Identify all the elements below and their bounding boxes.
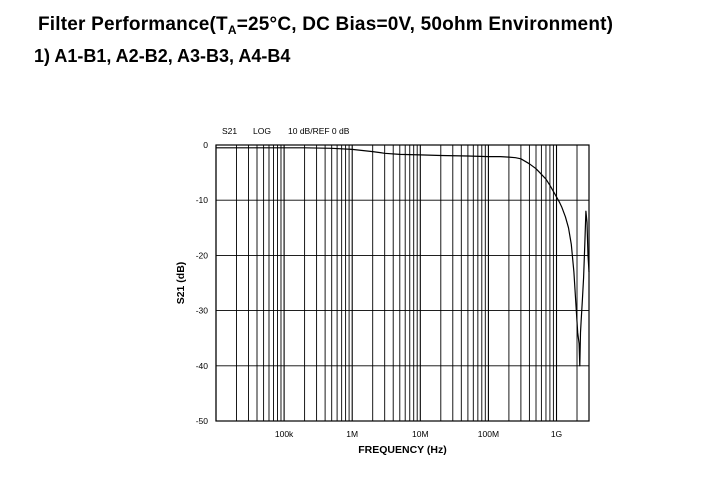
s21-trace [216,147,590,367]
x-tick-label: 100M [478,429,499,439]
x-tick-label: 10M [412,429,429,439]
chart-header-format: LOG [253,126,271,136]
heading-prefix: Filter Performance(T [38,14,228,35]
chart-labels: S21 LOG 10 dB/REF 0 dB FREQUENCY (Hz) S2… [175,126,562,456]
x-tick-label: 1M [346,429,358,439]
chart-grid [215,144,590,422]
x-tick-label: 1G [551,429,562,439]
port-pairs-heading: 1) A1-B1, A2-B2, A3-B3, A4-B4 [34,46,291,66]
plot-frame [215,144,590,422]
y-tick-label: -20 [196,250,209,260]
y-tick-label: -40 [196,361,209,371]
chart-header-scale: 10 dB/REF 0 dB [288,126,350,136]
y-tick-label: -30 [196,306,209,316]
heading-suffix: =25°C, DC Bias=0V, 50ohm Environment) [236,14,614,35]
y-axis-label: S21 (dB) [175,262,187,305]
heading-subscript: A [227,23,237,37]
y-tick-label: 0 [203,140,208,150]
series-layer [216,147,590,367]
page-heading: Filter Performance(TA=25°C, DC Bias=0V, … [38,14,613,37]
y-tick-label: -10 [196,195,209,205]
chart-header-param: S21 [222,126,237,136]
y-tick-label: -50 [196,416,209,426]
x-axis-label: FREQUENCY (Hz) [358,444,446,456]
x-tick-label: 100k [275,429,294,439]
